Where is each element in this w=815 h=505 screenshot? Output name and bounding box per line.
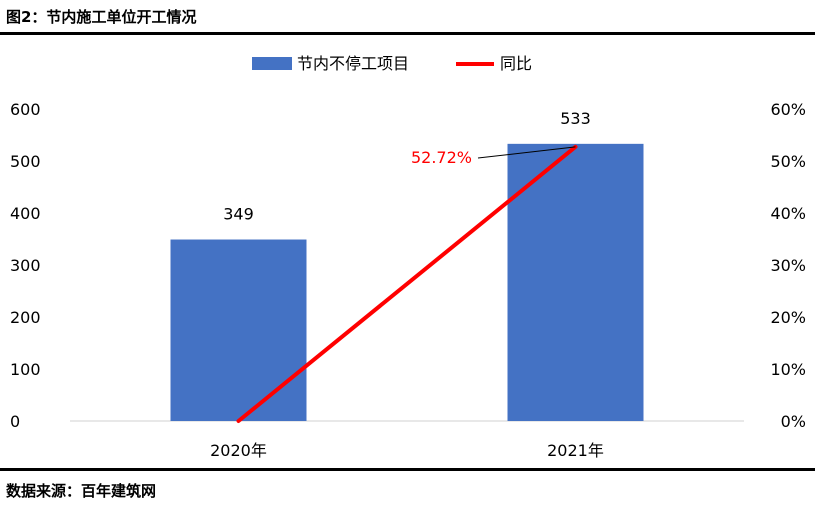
chart-title: 图2：节内施工单位开工情况	[6, 8, 197, 26]
yoy-line-layer: 52.72%	[236, 144, 578, 423]
bar	[507, 143, 644, 421]
right-tick-label: 40%	[770, 204, 806, 223]
legend-line-label: 同比	[500, 54, 532, 73]
right-axis: 0% 10% 20% 30% 40% 50% 60%	[770, 100, 806, 431]
right-tick-label: 50%	[770, 152, 806, 171]
bar-labels: 349 533	[223, 109, 591, 224]
right-tick-label: 10%	[770, 360, 806, 379]
left-tick-label: 400	[10, 204, 41, 223]
left-tick-label: 500	[10, 152, 41, 171]
yoy-annotation: 52.72%	[411, 148, 472, 167]
legend: 节内不停工项目 同比	[252, 54, 532, 73]
bottom-divider	[0, 468, 815, 471]
source-note: 数据来源：百年建筑网	[6, 482, 157, 500]
category-label: 2020年	[210, 441, 267, 460]
left-tick-label: 300	[10, 256, 41, 275]
bar-data-label: 349	[223, 205, 254, 224]
right-tick-label: 30%	[770, 256, 806, 275]
left-axis: 0 100 200 300 400 500 600	[10, 100, 41, 431]
left-tick-label: 0	[10, 412, 20, 431]
category-labels: 2020年 2021年	[210, 441, 604, 460]
top-divider	[0, 32, 815, 35]
chart: 0 100 200 300 400 500 600 0% 10% 20% 30% 40% 50% 60%…	[10, 54, 806, 460]
left-tick-label: 200	[10, 308, 41, 327]
left-tick-label: 100	[10, 360, 41, 379]
legend-bar-swatch	[252, 57, 292, 70]
right-tick-label: 0%	[781, 412, 806, 431]
bar	[170, 239, 307, 421]
right-tick-label: 20%	[770, 308, 806, 327]
bars	[170, 143, 644, 421]
annotation-leader	[477, 146, 576, 159]
left-tick-label: 600	[10, 100, 41, 119]
category-label: 2021年	[547, 441, 604, 460]
legend-bar-label: 节内不停工项目	[297, 54, 409, 73]
yoy-line	[236, 144, 578, 423]
bar-data-label: 533	[560, 109, 591, 128]
right-tick-label: 60%	[770, 100, 806, 119]
